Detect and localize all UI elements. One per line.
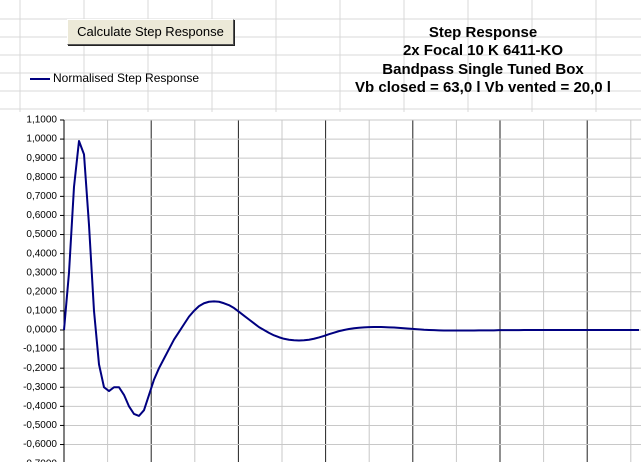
y-tick-label: 1,0000: [26, 134, 57, 145]
y-tick-label: 0,1000: [26, 306, 57, 317]
y-tick-label: -0,6000: [23, 439, 57, 450]
y-tick-label: -0,4000: [23, 401, 57, 412]
y-tick-label: 0,2000: [26, 286, 57, 297]
y-tick-label: -0,2000: [23, 363, 57, 374]
y-tick-label: -0,3000: [23, 382, 57, 393]
y-tick-label: -0,7000: [23, 458, 57, 462]
y-tick-label: 0,3000: [26, 267, 57, 278]
y-tick-label: 0,5000: [26, 229, 57, 240]
y-tick-label: 1,1000: [26, 115, 57, 126]
y-tick-label: -0,5000: [23, 420, 57, 431]
y-tick-label: 0,4000: [26, 248, 57, 259]
series-line: [63, 140, 639, 417]
legend-label: Normalised Step Response: [53, 71, 199, 85]
plot: 1,1000 1,0000 0,9000 0,8000 0,7000 0,6000 0,50…: [23, 115, 641, 462]
y-tick-label: 0,9000: [26, 153, 57, 164]
y-tick-label: -0,1000: [23, 344, 57, 355]
chart-title: Vb closed = 63,0 l Vb vented = 20,0 l: [355, 79, 611, 96]
y-tick-label: 0,7000: [26, 191, 57, 202]
calculate-button[interactable]: Calculate Step Response: [67, 19, 234, 45]
y-tick-label: 0,6000: [26, 210, 57, 221]
chart-title: Bandpass Single Tuned Box: [382, 61, 584, 78]
y-tick-label: 0,0000: [26, 325, 57, 336]
chart-title: Step Response: [429, 24, 537, 41]
chart-title: 2x Focal 10 K 6411-KO: [403, 42, 563, 59]
y-tick-label: 0,8000: [26, 172, 57, 183]
